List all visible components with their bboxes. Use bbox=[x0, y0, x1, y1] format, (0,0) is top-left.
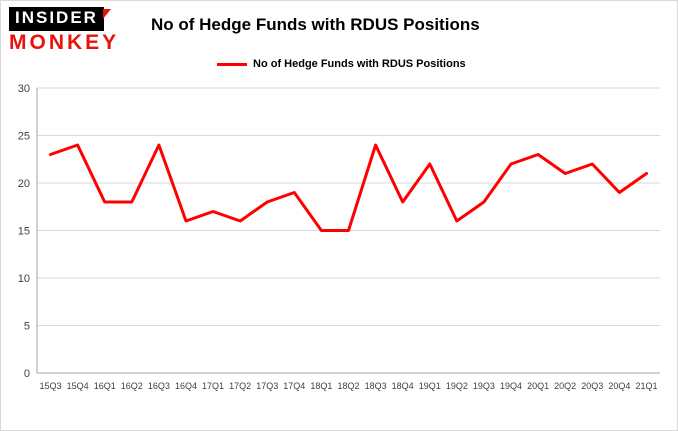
x-tick-label: 16Q2 bbox=[121, 381, 143, 391]
series-line bbox=[49, 143, 648, 232]
x-tick-label: 19Q1 bbox=[419, 381, 441, 391]
legend-line-swatch bbox=[217, 62, 247, 66]
x-tick-label: 19Q3 bbox=[473, 381, 495, 391]
y-tick-label: 0 bbox=[24, 368, 30, 380]
x-tick-label: 15Q3 bbox=[40, 381, 62, 391]
chart-canvas: 0 5 10 15 20 25 30 15Q3 15Q4 16Q1 16Q2 16Q3 16Q4 17Q1… bbox=[18, 83, 660, 391]
y-tick-label: 10 bbox=[18, 273, 30, 285]
x-tick-label: 20Q1 bbox=[527, 381, 549, 391]
x-tick-label: 20Q4 bbox=[608, 381, 630, 391]
x-tick-label: 17Q4 bbox=[283, 381, 305, 391]
x-tick-label: 16Q1 bbox=[94, 381, 116, 391]
x-tick-label: 17Q1 bbox=[202, 381, 224, 391]
logo-flag-icon bbox=[102, 9, 111, 19]
y-tick-label: 5 bbox=[24, 321, 30, 333]
x-tick-label: 18Q2 bbox=[337, 381, 359, 391]
x-tick-label: 21Q1 bbox=[635, 381, 657, 391]
y-tick-label: 20 bbox=[18, 178, 30, 190]
x-tick-label: 19Q2 bbox=[446, 381, 468, 391]
x-tick-label: 20Q3 bbox=[581, 381, 603, 391]
x-tick-label: 18Q4 bbox=[392, 381, 414, 391]
x-tick-label: 17Q2 bbox=[229, 381, 251, 391]
x-tick-label: 18Q3 bbox=[365, 381, 387, 391]
y-tick-label: 25 bbox=[18, 131, 30, 143]
page-title: No of Hedge Funds with RDUS Positions bbox=[151, 15, 480, 34]
x-tick-label: 16Q3 bbox=[148, 381, 170, 391]
y-tick-label: 15 bbox=[18, 226, 30, 238]
chart-legend: No of Hedge Funds with RDUS Positions bbox=[217, 58, 466, 70]
logo-insider-text: INSIDER bbox=[9, 7, 111, 31]
logo-insider-label: INSIDER bbox=[15, 8, 98, 27]
x-tick-label: 18Q1 bbox=[310, 381, 332, 391]
x-tick-label: 16Q4 bbox=[175, 381, 197, 391]
x-tick-label: 20Q2 bbox=[554, 381, 576, 391]
logo-monkey-text: MONKEY bbox=[9, 30, 120, 54]
x-tick-label: 15Q4 bbox=[67, 381, 89, 391]
insider-monkey-logo: INSIDER MONKEY bbox=[9, 7, 144, 55]
legend-label: No of Hedge Funds with RDUS Positions bbox=[253, 58, 466, 70]
x-tick-label: 17Q3 bbox=[256, 381, 278, 391]
line-chart: 0 5 10 15 20 25 30 15Q3 15Q4 16Q1 16Q2 16Q3 16Q4 17Q1… bbox=[1, 81, 677, 421]
y-tick-label: 30 bbox=[18, 83, 30, 95]
x-tick-label: 19Q4 bbox=[500, 381, 522, 391]
